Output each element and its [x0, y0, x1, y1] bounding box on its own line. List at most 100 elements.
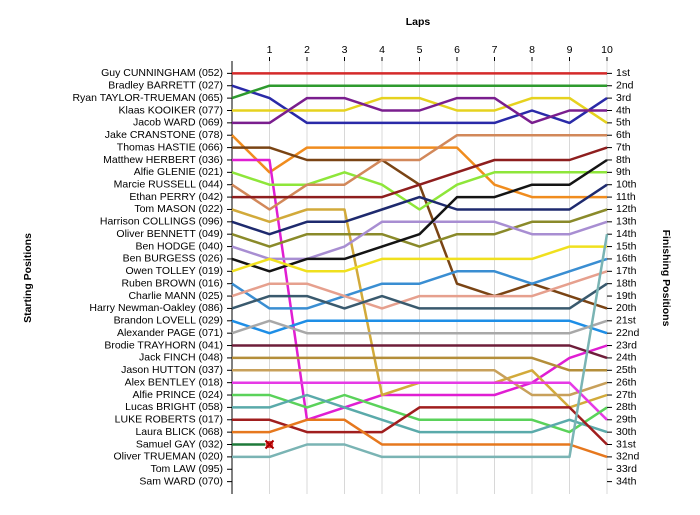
y2-tick-label: 24th — [616, 352, 637, 364]
y2-tick-label: 33rd — [616, 463, 637, 475]
driver-line — [232, 418, 608, 459]
y-tick-label: Oliver TRUEMAN (020) — [114, 451, 224, 463]
y-tick-label: Jake CRANSTONE (078) — [105, 129, 223, 141]
driver-line — [232, 96, 608, 124]
y-tick-label: Ryan TAYLOR-TRUEMAN (065) — [72, 92, 223, 104]
driver-line — [231, 257, 608, 310]
y2-tick-label: 32nd — [616, 451, 640, 463]
y2-tick-label: 2nd — [616, 80, 634, 92]
y-tick-label: Matthew HERBERT (036) — [103, 154, 223, 166]
driver-line — [232, 233, 609, 459]
driver-line — [231, 220, 608, 261]
labels: 1 2 3 4 5 6 7 8 9 101st2nd3rd4th5th6th7th8th9th10… — [72, 44, 639, 488]
y2-tick-label: 10th — [616, 178, 637, 190]
x-tick-label: 8 — [529, 44, 535, 56]
y-tick-label: Owen TOLLEY (019) — [126, 265, 223, 277]
x-tick-label: 1 — [267, 44, 273, 56]
y2-tick-label: 9th — [616, 166, 631, 178]
driver-line — [231, 270, 608, 310]
y2-tick-label: 6th — [616, 129, 631, 141]
y2-tick-label: 7th — [616, 141, 631, 153]
y2-axis-title: Finishing Positions — [660, 230, 672, 327]
y2-tick-label: 34th — [616, 475, 637, 487]
y-tick-label: Ethan PERRY (042) — [129, 191, 223, 203]
y-tick-label: Alexander PAGE (071) — [117, 327, 223, 339]
x-tick-label: 6 — [454, 44, 460, 56]
lines — [231, 72, 609, 459]
y-tick-label: Tom MASON (022) — [134, 203, 223, 215]
y-tick-label: Guy CUNNINGHAM (052) — [101, 67, 223, 79]
y-tick-label: Harry Newman-Oakley (086) — [89, 302, 223, 314]
y-tick-label: Bradley BARRETT (027) — [108, 80, 223, 92]
y2-tick-label: 30th — [616, 426, 637, 438]
y-tick-label: Thomas HASTIE (066) — [117, 141, 223, 153]
y2-tick-label: 8th — [616, 154, 631, 166]
driver-line — [231, 319, 608, 335]
y-tick-label: Jacob WARD (069) — [133, 117, 223, 129]
driver-line — [231, 133, 607, 211]
y-tick-label: LUKE ROBERTS (017) — [115, 414, 223, 426]
y-tick-label: Ben BURGESS (026) — [123, 253, 223, 265]
driver-line — [232, 344, 608, 360]
y-tick-label: Samuel GAY (032) — [136, 438, 223, 450]
driver-line — [232, 96, 607, 125]
retired-cross — [264, 439, 275, 450]
y-tick-label: Brandon LOVELL (029) — [114, 315, 223, 327]
driver-line — [232, 146, 608, 199]
y2-tick-label: 3rd — [616, 92, 631, 104]
driver-line — [231, 171, 607, 211]
x-tick-label: 10 — [601, 44, 613, 56]
x-tick-label: 3 — [342, 44, 348, 56]
x-axis-title: Laps — [406, 16, 431, 28]
y-tick-label: Jack FINCH (048) — [139, 352, 223, 364]
y-tick-label: Tom LAW (095) — [150, 463, 223, 475]
y2-tick-label: 23rd — [616, 339, 637, 351]
driver-line — [231, 208, 608, 248]
driver-line — [232, 158, 608, 422]
y-tick-label: Alfie PRINCE (024) — [133, 389, 223, 401]
y2-tick-label: 28th — [616, 401, 637, 413]
y-tick-label: Charlie MANN (025) — [128, 290, 223, 302]
y2-tick-label: 22nd — [616, 327, 640, 339]
y-tick-label: Harrison COLLINGS (096) — [100, 216, 223, 228]
y2-tick-label: 18th — [616, 277, 637, 289]
driver-line — [231, 84, 608, 125]
y2-tick-label: 12th — [616, 203, 637, 215]
y2-tick-label: 17th — [616, 265, 637, 277]
driver-line — [232, 393, 608, 434]
y-axis-title: Starting Positions — [22, 233, 34, 323]
y-tick-label: Oliver BENNETT (049) — [116, 228, 223, 240]
y2-tick-label: 15th — [616, 240, 637, 252]
x-tick-label: 7 — [492, 44, 498, 56]
y-tick-label: Sam WARD (070) — [139, 475, 223, 487]
x-tick-label: 9 — [567, 44, 573, 56]
y2-tick-label: 5th — [616, 117, 631, 129]
y-tick-label: Ruben BROWN (016) — [121, 277, 223, 289]
driver-line — [231, 183, 608, 236]
driver-line — [231, 84, 607, 100]
y-tick-label: Klaas KOOIKER (077) — [119, 104, 223, 116]
y2-tick-label: 19th — [616, 290, 637, 302]
y2-tick-label: 16th — [616, 253, 637, 265]
y2-tick-label: 27th — [616, 389, 637, 401]
y2-tick-label: 25th — [616, 364, 637, 376]
driver-line — [232, 381, 608, 421]
grid — [227, 57, 612, 494]
x-tick-label: 4 — [379, 44, 385, 56]
x-tick-label: 2 — [304, 44, 310, 56]
y2-tick-label: 4th — [616, 104, 631, 116]
y2-tick-label: 11th — [616, 191, 636, 203]
y-tick-label: Jason HUTTON (037) — [121, 364, 223, 376]
y2-tick-label: 14th — [616, 228, 637, 240]
retired-marker — [264, 439, 275, 450]
y2-tick-label: 26th — [616, 376, 637, 388]
y-tick-label: Marcie RUSSELL (044) — [114, 178, 223, 190]
y2-tick-label: 21st — [616, 315, 636, 327]
y-tick-label: Laura BLICK (068) — [135, 426, 223, 438]
y-tick-label: Alfie GLENIE (021) — [134, 166, 223, 178]
driver-line — [232, 356, 607, 372]
driver-line — [231, 245, 607, 273]
y2-tick-label: 29th — [616, 414, 637, 426]
